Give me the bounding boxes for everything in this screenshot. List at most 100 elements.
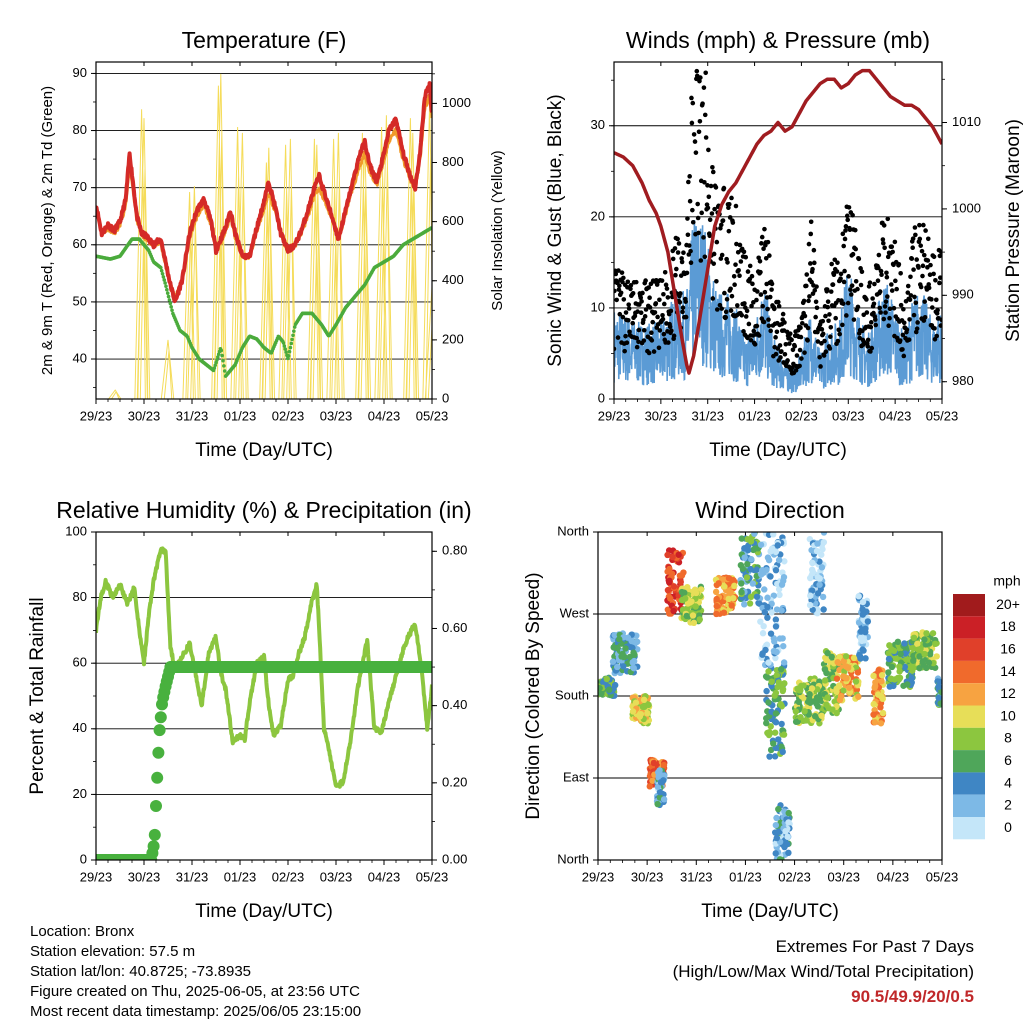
direction-point: [936, 678, 942, 685]
gust-point: [898, 270, 903, 276]
gust-point: [660, 316, 666, 322]
gust-point: [783, 341, 789, 347]
gust-point: [881, 240, 886, 246]
gust-point: [679, 256, 684, 261]
y2-tick-label: 0.40: [442, 697, 467, 712]
direction-point: [620, 663, 627, 670]
gust-point: [665, 295, 671, 300]
direction-point: [879, 709, 887, 717]
direction-point: [759, 651, 766, 658]
direction-point: [921, 650, 928, 658]
gust-point: [706, 147, 711, 153]
gust-point: [636, 327, 642, 333]
direction-point: [910, 657, 917, 664]
y2-tick-label: 1000: [442, 95, 471, 110]
gust-point: [827, 346, 833, 351]
gust-point: [727, 215, 733, 220]
direction-point: [894, 638, 902, 646]
direction-point: [779, 748, 786, 756]
y2-tick-label: 400: [442, 272, 464, 287]
direction-point: [901, 663, 909, 671]
gust-point: [703, 135, 709, 140]
gust-point: [769, 287, 774, 292]
gust-point: [652, 310, 658, 315]
direction-point: [770, 647, 778, 655]
direction-point: [764, 594, 771, 601]
direction-point: [771, 729, 779, 736]
y2-tick-label: 1010: [952, 114, 981, 129]
direction-point: [896, 668, 903, 675]
gust-point: [804, 283, 809, 289]
gust-point: [710, 164, 715, 170]
x-tick-label: 29/23: [582, 869, 615, 884]
gust-point: [898, 302, 904, 308]
dewpoint-point: [222, 369, 227, 373]
gust-point: [761, 246, 766, 252]
direction-point: [771, 692, 778, 699]
extremes-values: 90.5/49.9/20/0.5: [851, 987, 974, 1006]
direction-point: [818, 712, 825, 719]
gust-point: [894, 286, 899, 292]
direction-point: [655, 772, 663, 780]
direction-point: [769, 545, 776, 552]
gust-point: [905, 283, 911, 289]
gust-point: [934, 333, 940, 339]
gust-point: [853, 246, 859, 252]
gust-point: [640, 290, 645, 296]
direction-point: [938, 688, 942, 696]
gust-point: [787, 341, 792, 346]
gust-point: [916, 265, 921, 270]
gust-point: [858, 282, 864, 288]
gust-point: [714, 278, 719, 284]
gust-point: [836, 327, 842, 333]
gust-point: [614, 288, 617, 294]
gust-point: [638, 310, 644, 315]
gust-point: [714, 239, 720, 245]
dewpoint-point: [170, 308, 174, 313]
gust-point: [675, 236, 680, 242]
gust-point: [688, 260, 694, 266]
gust-point: [771, 306, 777, 312]
gust-point: [855, 286, 860, 292]
gust-point: [630, 320, 635, 326]
gust-point: [900, 332, 906, 338]
gust-point: [773, 351, 779, 357]
direction-point: [765, 659, 772, 666]
x-tick-label: 05/23: [926, 408, 959, 423]
colorbar-level-label: 0: [1004, 819, 1012, 835]
colorbar-swatch: [953, 750, 985, 773]
gust-point: [853, 279, 859, 284]
direction-point: [767, 630, 775, 637]
gust-point: [708, 183, 714, 189]
gust-point: [733, 262, 738, 267]
direction-point: [915, 646, 922, 653]
direction-point: [753, 566, 760, 573]
gust-point: [676, 241, 682, 246]
direction-point: [877, 704, 884, 711]
x-tick-label: 04/23: [368, 869, 401, 884]
gust-point: [922, 314, 928, 320]
direction-point: [640, 696, 648, 704]
gust-point: [733, 203, 739, 209]
gust-point: [846, 205, 852, 210]
direction-point: [683, 612, 690, 620]
gust-point: [909, 256, 915, 261]
gust-point: [752, 342, 758, 347]
gust-point: [661, 331, 667, 337]
gust-point: [867, 280, 873, 285]
direction-point: [766, 753, 773, 760]
direction-point: [646, 783, 653, 790]
y-tick-label: 0: [80, 851, 87, 866]
gust-point: [897, 338, 903, 343]
chart-title: Relative Humidity (%) & Precipitation (i…: [56, 497, 471, 523]
gust-point: [785, 358, 790, 363]
y-axis-label: Percent & Total Rainfall: [27, 597, 48, 794]
x-tick-label: 01/23: [738, 408, 771, 423]
gust-point: [618, 290, 624, 296]
gust-point: [696, 129, 702, 135]
precip-point: [151, 771, 164, 784]
direction-point: [854, 669, 862, 676]
gust-point: [886, 323, 891, 329]
gust-point: [718, 222, 724, 228]
dewpoint-point: [165, 291, 170, 295]
